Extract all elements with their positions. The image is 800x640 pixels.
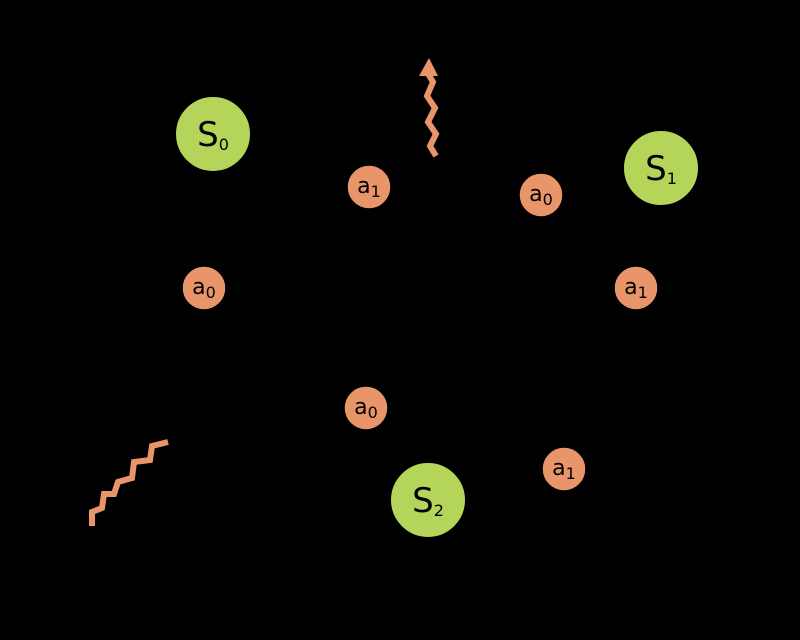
svg-text:a1: a1 [552, 456, 576, 483]
action-node-s1-a0: a0 [518, 172, 564, 218]
reward-arrow-up [419, 58, 440, 158]
state-circle [174, 95, 252, 173]
action-node-s0-a0: a0 [181, 265, 227, 311]
action-node-s1-a1: a1 [613, 265, 659, 311]
action-node-s2-a1: a1 [541, 446, 587, 492]
action-circle [343, 385, 389, 431]
action-subscript: 1 [371, 182, 381, 201]
svg-text:a1: a1 [624, 275, 648, 302]
svg-text:a0: a0 [529, 182, 553, 209]
state-subscript: 0 [219, 135, 229, 154]
action-letter: a [192, 275, 205, 300]
state-subscript: 2 [434, 501, 444, 520]
state-subscript: 1 [667, 169, 677, 188]
reward-arrow-down [89, 439, 169, 526]
action-circle [181, 265, 227, 311]
action-subscript: 1 [638, 283, 648, 302]
svg-text:S0: S0 [197, 115, 229, 155]
state-circle [389, 461, 467, 539]
svg-text:S1: S1 [645, 149, 677, 189]
state-circle [622, 129, 700, 207]
action-node-s0-a1: a1 [346, 164, 392, 210]
action-subscript: 0 [206, 283, 216, 302]
squiggly-arrow-icon [89, 439, 169, 526]
action-letter: a [552, 456, 565, 481]
action-circle [518, 172, 564, 218]
svg-text:a0: a0 [192, 275, 216, 302]
action-node-s2-a0: a0 [343, 385, 389, 431]
action-subscript: 0 [368, 403, 378, 422]
action-circle [541, 446, 587, 492]
state-node-s1: S1 [622, 129, 700, 207]
action-letter: a [354, 395, 367, 420]
svg-text:a0: a0 [354, 395, 378, 422]
action-letter: a [529, 182, 542, 207]
action-subscript: 1 [566, 464, 576, 483]
arrow-head-icon [419, 58, 438, 76]
svg-text:S2: S2 [412, 481, 444, 521]
state-node-s2: S2 [389, 461, 467, 539]
state-letter: S [197, 115, 219, 155]
state-node-s0: S0 [174, 95, 252, 173]
action-subscript: 0 [543, 190, 553, 209]
state-letter: S [645, 149, 667, 189]
squiggly-arrow-icon [423, 70, 440, 158]
action-letter: a [624, 275, 637, 300]
state-letter: S [412, 481, 434, 521]
action-circle [346, 164, 392, 210]
svg-text:a1: a1 [357, 174, 381, 201]
action-letter: a [357, 174, 370, 199]
action-circle [613, 265, 659, 311]
